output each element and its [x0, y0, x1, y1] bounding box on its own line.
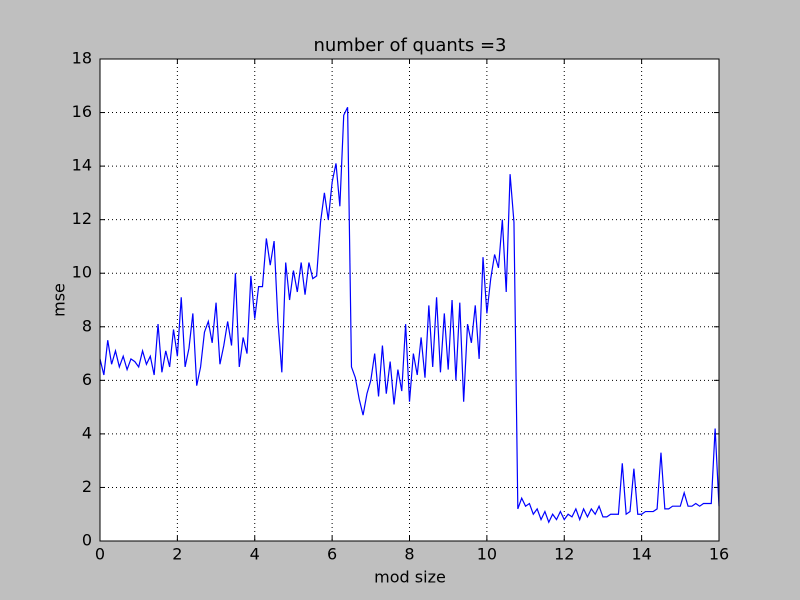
chart-title: number of quants =3 [313, 35, 506, 56]
y-tick-label: 18 [72, 49, 92, 68]
y-tick-label: 2 [82, 477, 92, 496]
x-tick-label: 6 [327, 545, 337, 564]
x-tick-label: 16 [709, 545, 729, 564]
y-tick-label: 10 [72, 263, 92, 282]
y-tick-label: 0 [82, 531, 92, 550]
y-tick-label: 14 [72, 156, 92, 175]
x-tick-label: 2 [172, 545, 182, 564]
x-tick-label: 10 [477, 545, 497, 564]
x-tick-label: 12 [554, 545, 574, 564]
y-tick-label: 4 [82, 423, 92, 442]
x-tick-label: 14 [631, 545, 651, 564]
y-axis-label: mse [50, 283, 69, 317]
y-tick-label: 8 [82, 316, 92, 335]
x-axis-label: mod size [374, 568, 446, 587]
x-tick-label: 4 [250, 545, 260, 564]
y-tick-label: 12 [72, 209, 92, 228]
y-tick-label: 16 [72, 102, 92, 121]
y-tick-label: 6 [82, 370, 92, 389]
data-line [99, 106, 720, 524]
x-tick-label: 8 [404, 545, 414, 564]
x-tick-label: 0 [95, 545, 105, 564]
plot-frame [99, 58, 720, 542]
